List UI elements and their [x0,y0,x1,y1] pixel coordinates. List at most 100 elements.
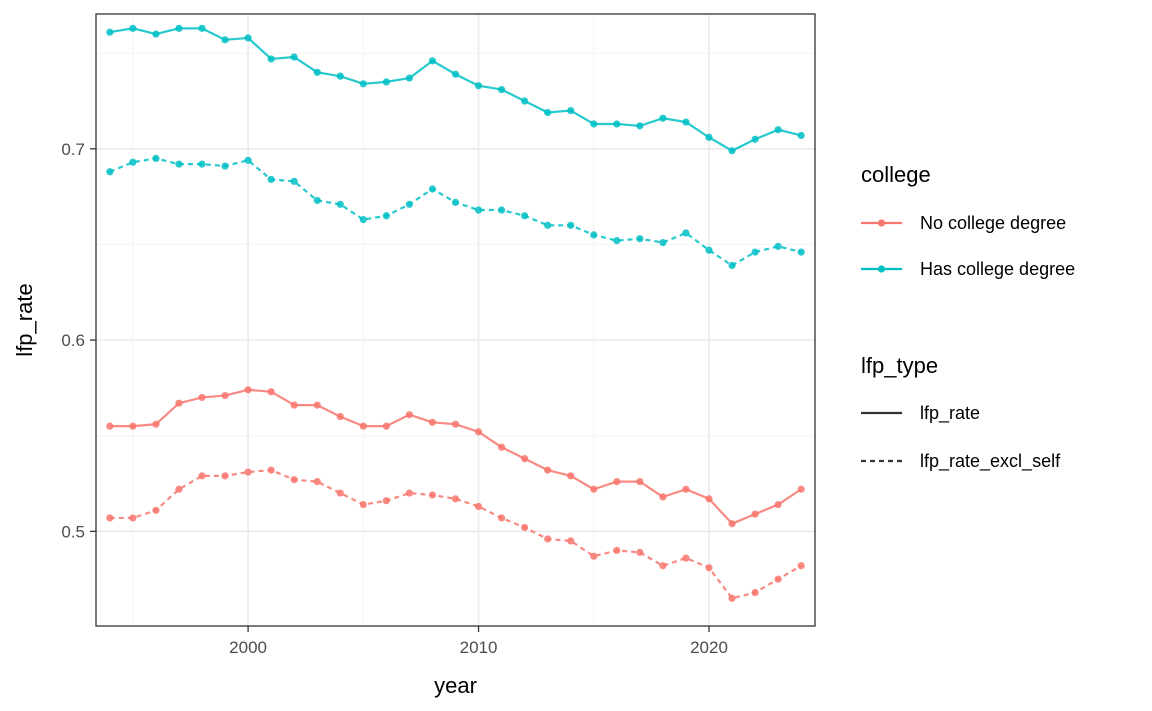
data-point [590,485,598,493]
data-point [313,68,321,76]
data-point [129,514,137,522]
data-point [474,206,483,214]
series [106,386,805,528]
data-point [521,455,529,463]
data-point [382,497,390,505]
data-point [497,443,506,451]
data-point [636,548,644,556]
data-point [728,261,736,270]
data-point [544,221,552,229]
data-point [198,393,206,402]
data-point [521,523,529,532]
data-point [152,154,160,162]
data-point [682,554,690,562]
data-point [152,506,160,514]
data-point [613,237,621,245]
plot-panel [95,13,816,627]
data-point [336,489,344,497]
data-point [382,422,390,430]
data-point [129,24,137,32]
data-point [451,70,460,78]
legend: college No college degree Has college degr… [861,162,1075,472]
data-point [106,514,114,522]
data-point [705,133,713,141]
data-point [705,246,713,254]
data-point [405,200,414,208]
legend-key-point [877,265,886,273]
y-tick-label: 0.6 [61,331,85,350]
x-axis: 2000 2010 2020 [229,626,728,657]
data-point [567,221,575,229]
data-point [198,160,206,168]
data-point [682,229,690,237]
data-point [382,78,390,86]
series [106,24,805,155]
data-point [451,420,460,428]
data-point [267,388,275,396]
data-point [175,485,183,493]
data-point [590,552,598,560]
data-point [613,120,621,128]
data-point [267,175,275,184]
data-point [267,466,275,474]
data-point [474,428,483,436]
data-point [728,147,736,155]
data-point [106,422,114,430]
y-tick-label: 0.7 [61,140,85,159]
data-point [797,131,805,140]
data-point [221,36,229,44]
data-point [198,472,206,480]
data-point [175,24,183,32]
data-point [567,472,575,480]
data-point [428,418,437,426]
data-point [544,535,552,543]
data-point [497,85,506,94]
data-point [244,386,252,394]
data-point [336,412,344,421]
data-point [106,168,114,176]
data-point [175,399,183,407]
data-point [590,231,598,239]
data-point [405,411,414,419]
data-point [359,215,367,224]
data-point [359,80,367,88]
data-point [774,500,782,509]
panel-border [95,13,816,627]
x-axis-title: year [434,673,477,698]
data-point [405,74,414,82]
data-point [613,478,621,486]
data-point [221,162,229,170]
data-point [129,158,137,166]
data-point [682,485,690,493]
data-point [797,485,805,493]
data-point [221,472,229,480]
data-point [728,594,736,602]
data-point [659,114,667,122]
data-point [728,520,736,528]
data-point [313,196,321,205]
data-point [659,562,667,570]
legend-entry-label: lfp_rate [920,403,980,424]
data-point [636,235,644,243]
data-point [636,478,644,486]
data-point [198,24,206,32]
series-layer [106,24,805,602]
data-point [428,57,437,65]
data-point [152,420,160,428]
data-point [682,118,690,126]
data-point [636,122,644,130]
data-point [774,242,782,250]
data-point [175,160,183,168]
data-point [290,177,298,185]
data-point [244,468,252,476]
data-point [751,510,759,518]
x-tick-label: 2000 [229,638,267,657]
data-point [382,212,390,220]
data-point [497,514,506,522]
data-point [336,72,344,80]
data-point [451,198,460,206]
data-point [359,422,367,430]
data-point [267,55,275,63]
